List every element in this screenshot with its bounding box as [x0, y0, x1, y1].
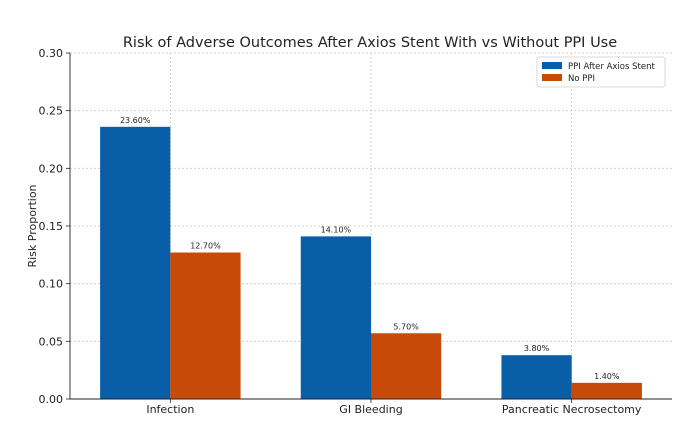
x-tick-label: GI Bleeding — [339, 403, 402, 416]
bar — [100, 126, 171, 400]
data-label: 5.70% — [393, 322, 419, 331]
data-label: 14.10% — [321, 225, 352, 234]
bar — [300, 236, 371, 399]
y-tick-label: 0.05 — [39, 335, 64, 348]
y-tick-label: 0.10 — [39, 278, 64, 291]
y-tick-label: 0.00 — [39, 393, 64, 406]
y-axis-label: Risk Proportion — [26, 184, 39, 267]
legend-swatch — [542, 62, 562, 69]
bar — [371, 333, 442, 399]
y-tick-label: 0.25 — [39, 105, 64, 118]
legend-label: PPI After Axios Stent — [568, 62, 655, 72]
bar — [170, 252, 241, 399]
y-tick-label: 0.20 — [39, 162, 64, 175]
data-label: 12.70% — [190, 242, 221, 251]
data-label: 3.80% — [524, 344, 550, 353]
legend-swatch — [542, 74, 562, 81]
y-tick-label: 0.15 — [39, 220, 64, 233]
legend-box — [536, 56, 666, 88]
x-tick-label: Infection — [146, 403, 194, 416]
legend: PPI After Axios Stent No PPI — [536, 56, 666, 88]
bar — [501, 355, 572, 399]
data-label: 1.40% — [594, 372, 620, 381]
chart-title: Risk of Adverse Outcomes After Axios Ste… — [123, 35, 617, 51]
axes: 0.00 0.05 0.10 0.15 0.20 0.25 0.30 Infection GI … — [39, 47, 672, 416]
x-tick-label: Pancreatic Necrosectomy — [502, 403, 642, 416]
data-labels: 23.60% 14.10% 3.80% 12.70% 5.70% 1.40% — [120, 116, 620, 381]
y-tick-label: 0.30 — [39, 47, 64, 60]
bar — [571, 382, 642, 399]
data-label: 23.60% — [120, 116, 151, 125]
bars — [100, 126, 642, 400]
legend-label: No PPI — [568, 74, 595, 84]
